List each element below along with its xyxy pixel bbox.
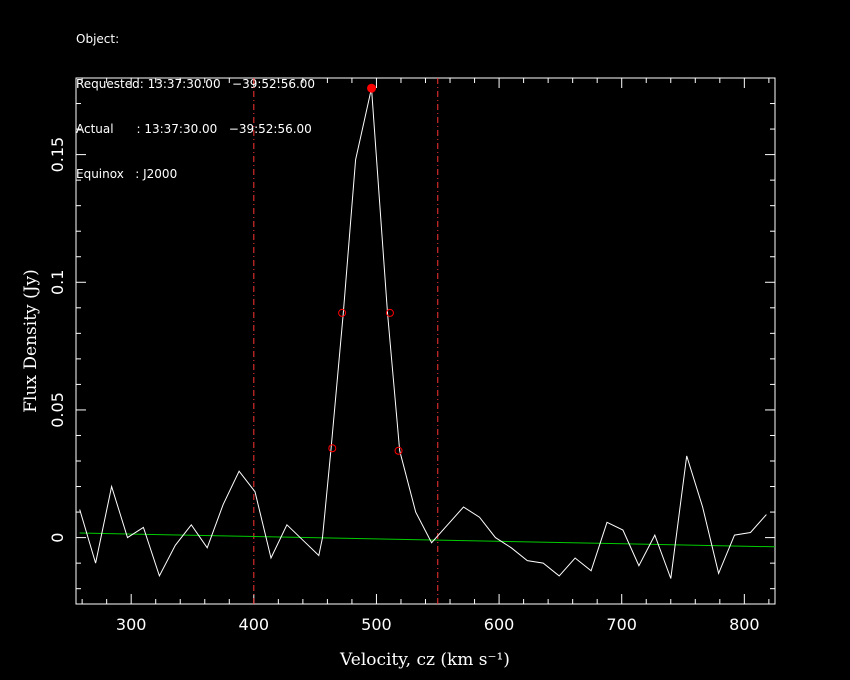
spectrum-line <box>79 88 767 579</box>
header-info: Object: Requested: 13:37:30.00 −39:52:56… <box>76 2 315 197</box>
x-tick-label: 400 <box>239 615 270 634</box>
x-tick-label: 500 <box>361 615 392 634</box>
plot-frame <box>75 77 776 605</box>
axis-ticks <box>76 78 775 604</box>
width-marker <box>328 444 337 453</box>
peak-marker <box>367 83 377 93</box>
y-tick-label: 0.05 <box>48 392 67 428</box>
width-marker <box>338 308 347 317</box>
equinox-line: Equinox : J2000 <box>76 167 178 181</box>
width-marker <box>394 446 403 455</box>
x-tick-label: 800 <box>729 615 760 634</box>
x-axis-title: Velocity, cz (km s⁻¹) <box>339 650 510 670</box>
y-tick-label: 0.15 <box>48 137 67 173</box>
spectrum-series <box>79 88 767 579</box>
x-tick-label: 600 <box>484 615 515 634</box>
width-marker <box>385 308 394 317</box>
baseline-line <box>79 532 776 548</box>
baseline-fit <box>79 532 776 548</box>
x-tick-label: 300 <box>116 615 147 634</box>
x-tick-label: 700 <box>606 615 637 634</box>
object-line: Object: <box>76 32 120 46</box>
window-lines <box>253 78 439 604</box>
y-tick-label: 0.1 <box>48 270 67 295</box>
markers <box>328 83 403 455</box>
tick-labels: 300 400 500 600 700 800 0 0.05 0.1 0.15 <box>48 137 760 634</box>
y-axis-title: Flux Density (Jy) <box>21 269 41 413</box>
actual-coords-line: Actual : 13:37:30.00 −39:52:56.00 <box>76 122 312 136</box>
requested-coords-line: Requested: 13:37:30.00 −39:52:56.00 <box>76 77 316 91</box>
y-tick-label: 0 <box>48 533 67 543</box>
